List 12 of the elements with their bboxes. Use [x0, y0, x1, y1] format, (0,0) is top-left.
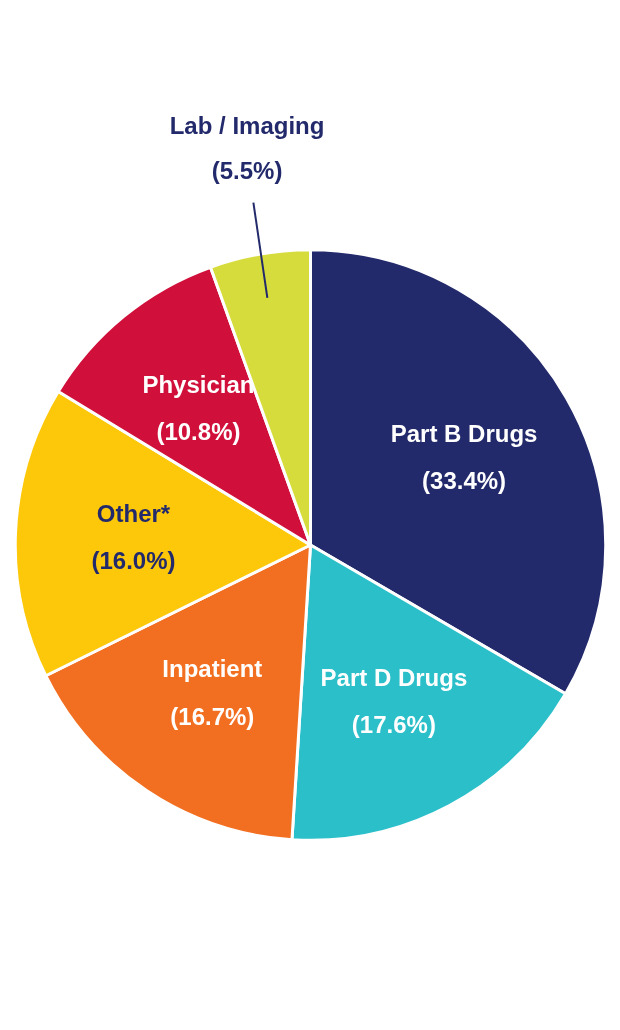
slice-label: Other* [96, 500, 171, 528]
slice-label: Part D Drugs [320, 664, 468, 692]
slice-label: Inpatient [162, 655, 263, 683]
slice-label: Lab / Imaging [169, 112, 325, 140]
data-label: (16.7%) [170, 702, 255, 730]
data-label: (17.6%) [351, 711, 436, 739]
slice-label: Physician [142, 370, 255, 398]
data-label: (10.8%) [156, 417, 241, 445]
data-label: (16.0%) [91, 547, 176, 575]
data-label: (5.5%) [211, 156, 283, 184]
slice-label: Part B Drugs [390, 419, 538, 447]
data-label: (33.4%) [422, 466, 507, 494]
